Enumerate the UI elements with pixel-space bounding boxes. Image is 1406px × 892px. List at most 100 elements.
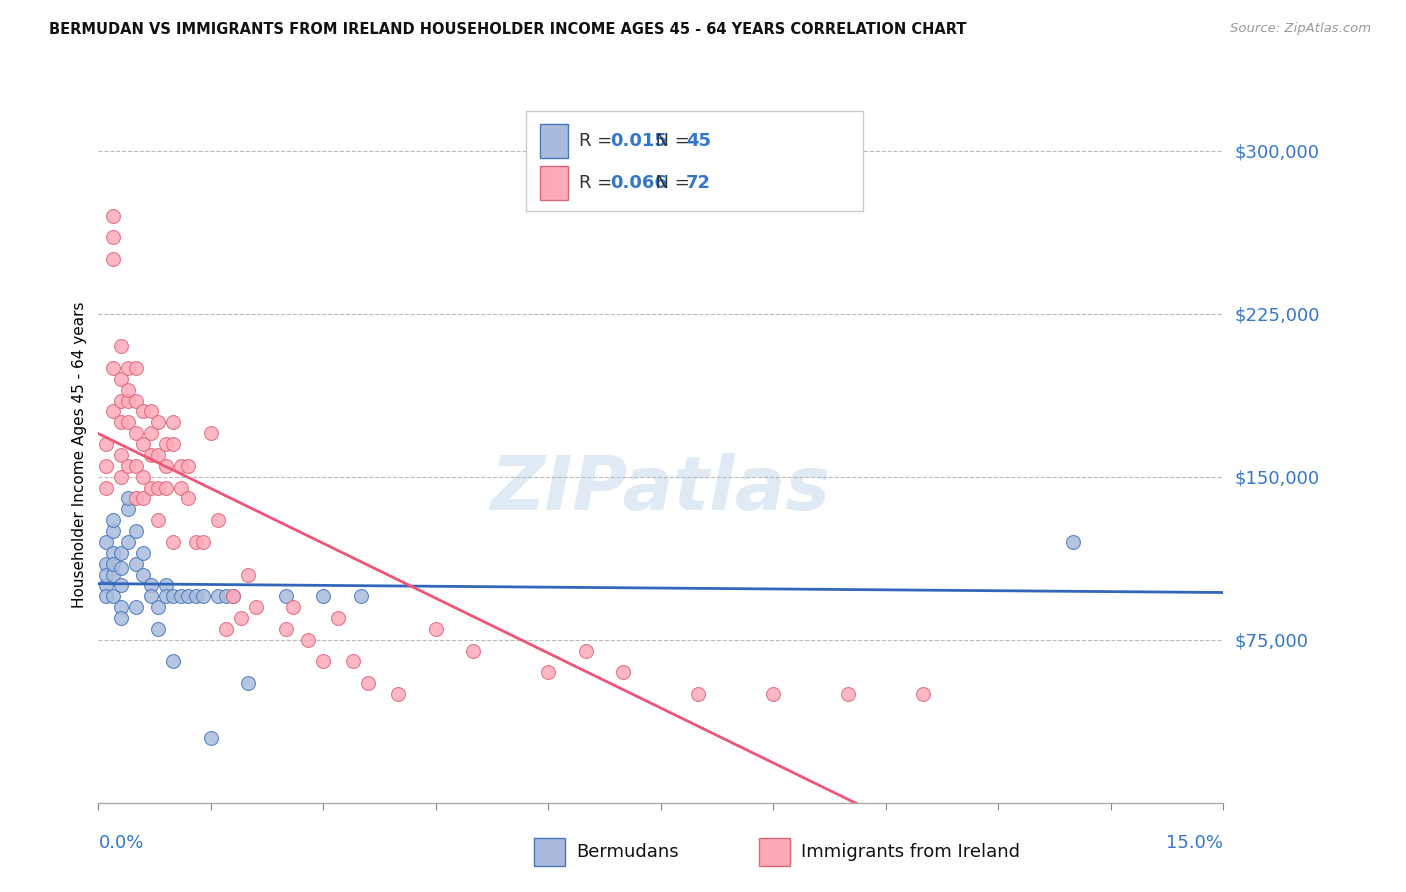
Point [200,426,222,441]
Point [238,676,260,690]
Point [215,589,238,603]
Text: ZIPatlas: ZIPatlas [491,453,831,526]
Point [103,404,125,418]
Point [148,600,170,615]
Text: 15.0%: 15.0% [1166,834,1223,852]
Point [148,448,170,462]
Point [125,557,148,571]
Point [117,383,139,397]
Point [94,535,117,549]
Point [612,665,634,680]
Point [94,567,117,582]
Point [110,578,132,592]
Point [139,578,162,592]
Point [110,561,132,575]
Point [207,513,229,527]
Text: Bermudans: Bermudans [576,843,679,861]
Point [117,502,139,516]
Point [155,589,177,603]
Point [94,481,117,495]
Point [94,437,117,451]
Point [110,546,132,560]
Point [155,458,177,473]
Point [170,458,193,473]
Point [148,481,170,495]
Text: 0.0%: 0.0% [98,834,143,852]
Point [537,665,560,680]
Point [342,655,364,669]
Point [132,404,155,418]
Point [110,415,132,429]
Text: BERMUDAN VS IMMIGRANTS FROM IRELAND HOUSEHOLDER INCOME AGES 45 - 64 YEARS CORREL: BERMUDAN VS IMMIGRANTS FROM IRELAND HOUS… [49,22,967,37]
Point [110,339,132,353]
Point [245,600,267,615]
Point [103,209,125,223]
Point [283,600,305,615]
Point [575,643,598,657]
Text: N =: N = [644,174,696,192]
Point [125,524,148,538]
Point [117,491,139,506]
Text: R =: R = [579,174,619,192]
Text: 45: 45 [686,132,711,150]
Point [177,491,200,506]
Point [155,437,177,451]
Text: Immigrants from Ireland: Immigrants from Ireland [801,843,1021,861]
Point [215,622,238,636]
Point [193,535,215,549]
Point [1062,535,1084,549]
Point [132,437,155,451]
Point [184,535,207,549]
Point [132,469,155,483]
Point [139,448,162,462]
Point [125,426,148,441]
Point [103,252,125,267]
Point [312,589,335,603]
Point [132,491,155,506]
Point [155,481,177,495]
Point [103,546,125,560]
Point [328,611,350,625]
Point [162,535,184,549]
Text: R =: R = [579,132,619,150]
Point [148,415,170,429]
Point [350,589,373,603]
Point [688,687,710,701]
Point [103,524,125,538]
Point [425,622,447,636]
Point [238,567,260,582]
Point [103,361,125,376]
Point [200,731,222,745]
Point [193,589,215,603]
Point [110,611,132,625]
Point [94,578,117,592]
Point [103,567,125,582]
Point [222,589,245,603]
Point [207,589,229,603]
Text: 0.066: 0.066 [610,174,666,192]
Point [155,578,177,592]
Point [837,687,859,701]
Point [94,589,117,603]
Text: 72: 72 [686,174,711,192]
Point [103,230,125,244]
Point [229,611,252,625]
Point [117,535,139,549]
Point [170,481,193,495]
Point [357,676,380,690]
Point [387,687,409,701]
Text: 0.015: 0.015 [610,132,666,150]
Point [117,458,139,473]
Point [148,622,170,636]
Point [139,589,162,603]
Point [912,687,935,701]
Point [162,437,184,451]
Point [274,622,297,636]
Point [463,643,485,657]
Point [139,481,162,495]
Point [110,393,132,408]
Point [132,567,155,582]
Point [177,589,200,603]
Point [125,491,148,506]
Point [274,589,297,603]
